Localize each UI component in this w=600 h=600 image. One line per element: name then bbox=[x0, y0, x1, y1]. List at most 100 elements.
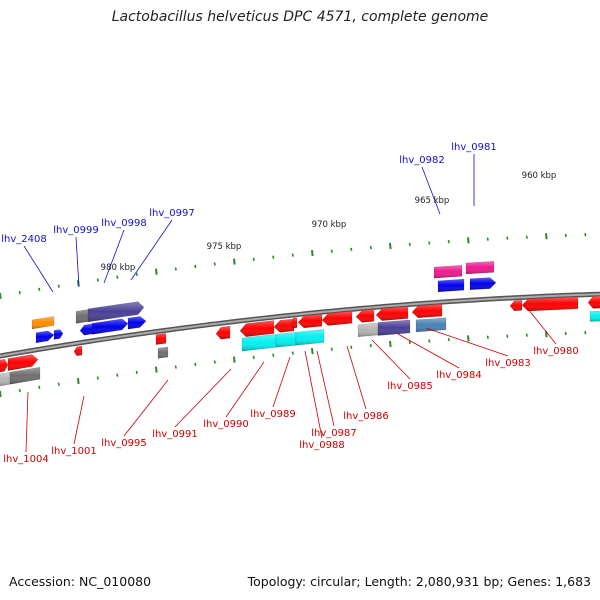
ruler-tick bbox=[311, 249, 314, 257]
leader-line bbox=[346, 345, 367, 410]
gene-feature bbox=[157, 346, 169, 359]
gene-label-lhv-0985: lhv_0985 bbox=[371, 339, 433, 392]
leader-line bbox=[25, 391, 29, 453]
leader-line bbox=[103, 229, 125, 284]
leader-line bbox=[225, 361, 265, 418]
leader-line bbox=[316, 350, 335, 427]
gene-arrow-shade bbox=[8, 354, 38, 371]
gene-label-text: lhv_0995 bbox=[101, 438, 146, 449]
gene-label-lhv-0980: lhv_0980 bbox=[523, 303, 579, 357]
gene-feature bbox=[433, 264, 463, 279]
ruler-tick bbox=[486, 335, 489, 339]
ruler-tick bbox=[155, 268, 158, 275]
gene-label-text: lhv_0982 bbox=[399, 155, 444, 166]
gene-feature bbox=[53, 329, 64, 340]
gene-feature bbox=[35, 330, 55, 344]
ruler-tick bbox=[233, 258, 236, 265]
ruler-tick bbox=[467, 237, 470, 244]
ruler-tick bbox=[194, 362, 197, 367]
gene-feature bbox=[9, 366, 41, 385]
gene-label-text: lhv_1004 bbox=[3, 454, 48, 465]
gene-label-text: lhv_0985 bbox=[387, 381, 432, 392]
gene-feature bbox=[295, 329, 325, 346]
gene-arrow-shade bbox=[274, 318, 294, 333]
gene-feature bbox=[79, 323, 93, 336]
ruler-tick bbox=[428, 339, 431, 343]
ruler-tick bbox=[389, 340, 392, 348]
gene-label-text: lhv_0997 bbox=[149, 208, 194, 219]
ruler-tick bbox=[155, 366, 158, 373]
ruler-tick bbox=[467, 335, 470, 342]
ruler-tick bbox=[506, 334, 509, 338]
ruler-tick bbox=[564, 331, 567, 336]
ruler-tick bbox=[96, 278, 99, 282]
ruler-tick bbox=[330, 347, 333, 351]
gene-arrow-shade bbox=[322, 311, 352, 326]
gene-feature bbox=[0, 372, 11, 387]
ruler-tick bbox=[545, 233, 548, 240]
gene-feature bbox=[357, 322, 379, 337]
kbp-ruler: 960 kbp 965 kbp 970 kbp 975 kbp 980 kbp bbox=[0, 171, 587, 398]
gene-feature bbox=[215, 325, 231, 340]
gene-label-lhv-1001: lhv_1001 bbox=[51, 395, 97, 457]
ruler-tick bbox=[38, 385, 41, 390]
accession-text: Accession: NC_010080 bbox=[9, 574, 152, 589]
ruler-tick bbox=[291, 253, 294, 257]
ruler-tick bbox=[0, 292, 2, 300]
leader-line bbox=[123, 379, 169, 437]
ruler-tick bbox=[38, 287, 41, 292]
gene-label-lhv-0987: lhv_0987 bbox=[311, 350, 357, 439]
ruler-tick bbox=[135, 272, 138, 277]
gene-feature bbox=[155, 333, 167, 345]
ruler-tick bbox=[564, 233, 567, 238]
ruler-tick bbox=[194, 264, 197, 269]
ruler-tick bbox=[57, 382, 60, 386]
kbp-label-970-kbp: 970 kbp bbox=[312, 220, 347, 230]
gene-arrow-shade bbox=[376, 306, 408, 321]
gene-label-lhv-0995: lhv_0995 bbox=[101, 379, 169, 449]
ruler-tick bbox=[311, 347, 314, 355]
gene-label-lhv-0998: lhv_0998 bbox=[101, 218, 147, 284]
gene-arrow-shade bbox=[80, 323, 92, 336]
ruler-tick bbox=[369, 245, 372, 250]
gene-feature bbox=[73, 345, 83, 357]
gene-label-text: lhv_0991 bbox=[152, 429, 197, 440]
gene-arrow-shade bbox=[356, 309, 374, 323]
leader-line bbox=[174, 368, 232, 428]
gene-feature bbox=[521, 296, 579, 312]
gene-arrow-shade bbox=[434, 265, 462, 279]
ruler-tick bbox=[291, 351, 294, 355]
gene-feature bbox=[469, 277, 497, 290]
gene-label-lhv-0984: lhv_0984 bbox=[397, 333, 482, 381]
gene-arrow-shade bbox=[240, 320, 274, 337]
gene-label-lhv-0986: lhv_0986 bbox=[343, 345, 389, 422]
ruler-tick bbox=[174, 267, 177, 271]
gene-feature bbox=[589, 310, 600, 322]
ruler-tick bbox=[525, 235, 528, 239]
ruler-tick bbox=[57, 284, 60, 288]
ruler-tick bbox=[116, 275, 119, 279]
ruler-tick bbox=[447, 239, 450, 244]
ruler-tick bbox=[408, 340, 411, 345]
gene-label-lhv-0999: lhv_0999 bbox=[53, 225, 99, 288]
gene-arrow-shade bbox=[32, 316, 54, 329]
gene-feature bbox=[87, 301, 145, 323]
gene-label-text: lhv_0984 bbox=[436, 370, 481, 381]
gene-label-text: lhv_0986 bbox=[343, 411, 388, 422]
leader-line bbox=[304, 350, 323, 439]
gene-feature bbox=[7, 354, 39, 371]
gene-arrow-shade bbox=[412, 304, 442, 318]
gene-arrow-shade bbox=[466, 261, 494, 274]
gene-feature bbox=[239, 320, 275, 337]
gene-arrow-shade bbox=[358, 323, 378, 337]
leader-line bbox=[421, 166, 441, 215]
gene-arrow-shade bbox=[10, 367, 40, 385]
gene-feature bbox=[465, 261, 495, 275]
leader-line bbox=[75, 236, 80, 288]
gene-arrow-shade bbox=[522, 296, 578, 311]
ruler-tick bbox=[213, 360, 216, 364]
gene-feature bbox=[375, 306, 409, 321]
gene-arrow-shade bbox=[588, 296, 600, 309]
gene-arrow-shade bbox=[0, 359, 8, 372]
